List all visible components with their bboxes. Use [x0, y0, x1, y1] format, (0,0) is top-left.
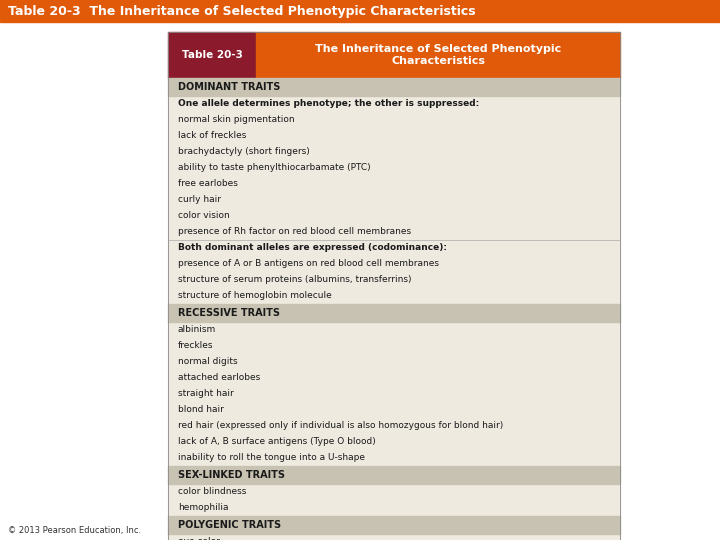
Text: RECESSIVE TRAITS: RECESSIVE TRAITS: [178, 308, 280, 318]
Text: normal skin pigmentation: normal skin pigmentation: [178, 116, 294, 125]
Text: blond hair: blond hair: [178, 406, 224, 415]
Bar: [168, 516, 620, 534]
Text: One allele determines phenotype; the other is suppressed:: One allele determines phenotype; the oth…: [178, 99, 480, 109]
Bar: [168, 78, 620, 540]
Text: Table 20-3: Table 20-3: [181, 50, 243, 60]
Text: Table 20-3  The Inheritance of Selected Phenotypic Characteristics: Table 20-3 The Inheritance of Selected P…: [8, 4, 476, 17]
Bar: [168, 466, 620, 484]
Text: freckles: freckles: [178, 341, 214, 350]
Text: free earlobes: free earlobes: [178, 179, 238, 188]
Text: color vision: color vision: [178, 212, 230, 220]
Bar: [0, 0, 720, 22]
Text: presence of A or B antigens on red blood cell membranes: presence of A or B antigens on red blood…: [178, 260, 439, 268]
Text: color blindness: color blindness: [178, 488, 246, 496]
Text: straight hair: straight hair: [178, 389, 234, 399]
Text: structure of serum proteins (albumins, transferrins): structure of serum proteins (albumins, t…: [178, 275, 412, 285]
Text: POLYGENIC TRAITS: POLYGENIC TRAITS: [178, 520, 281, 530]
Bar: [168, 78, 620, 96]
Bar: [256, 32, 620, 78]
Text: curly hair: curly hair: [178, 195, 221, 205]
Text: DOMINANT TRAITS: DOMINANT TRAITS: [178, 82, 280, 92]
Bar: [168, 304, 620, 322]
Text: The Inheritance of Selected Phenotypic
Characteristics: The Inheritance of Selected Phenotypic C…: [315, 44, 561, 66]
Bar: [168, 32, 620, 540]
Text: hemophilia: hemophilia: [178, 503, 228, 512]
Text: © 2013 Pearson Education, Inc.: © 2013 Pearson Education, Inc.: [8, 525, 141, 535]
Bar: [168, 32, 256, 78]
Text: structure of hemoglobin molecule: structure of hemoglobin molecule: [178, 292, 332, 300]
Text: eye color: eye color: [178, 537, 220, 540]
Text: presence of Rh factor on red blood cell membranes: presence of Rh factor on red blood cell …: [178, 227, 411, 237]
Text: lack of A, B surface antigens (Type O blood): lack of A, B surface antigens (Type O bl…: [178, 437, 376, 447]
Text: Both dominant alleles are expressed (codominance):: Both dominant alleles are expressed (cod…: [178, 244, 447, 253]
Text: red hair (expressed only if individual is also homozygous for blond hair): red hair (expressed only if individual i…: [178, 422, 503, 430]
Text: attached earlobes: attached earlobes: [178, 374, 260, 382]
Text: SEX-LINKED TRAITS: SEX-LINKED TRAITS: [178, 470, 285, 480]
Text: albinism: albinism: [178, 326, 216, 334]
Text: inability to roll the tongue into a U-shape: inability to roll the tongue into a U-sh…: [178, 454, 365, 462]
Text: lack of freckles: lack of freckles: [178, 132, 246, 140]
Text: ability to taste phenylthiocarbamate (PTC): ability to taste phenylthiocarbamate (PT…: [178, 164, 371, 172]
Text: brachydactyly (short fingers): brachydactyly (short fingers): [178, 147, 310, 157]
Text: normal digits: normal digits: [178, 357, 238, 367]
